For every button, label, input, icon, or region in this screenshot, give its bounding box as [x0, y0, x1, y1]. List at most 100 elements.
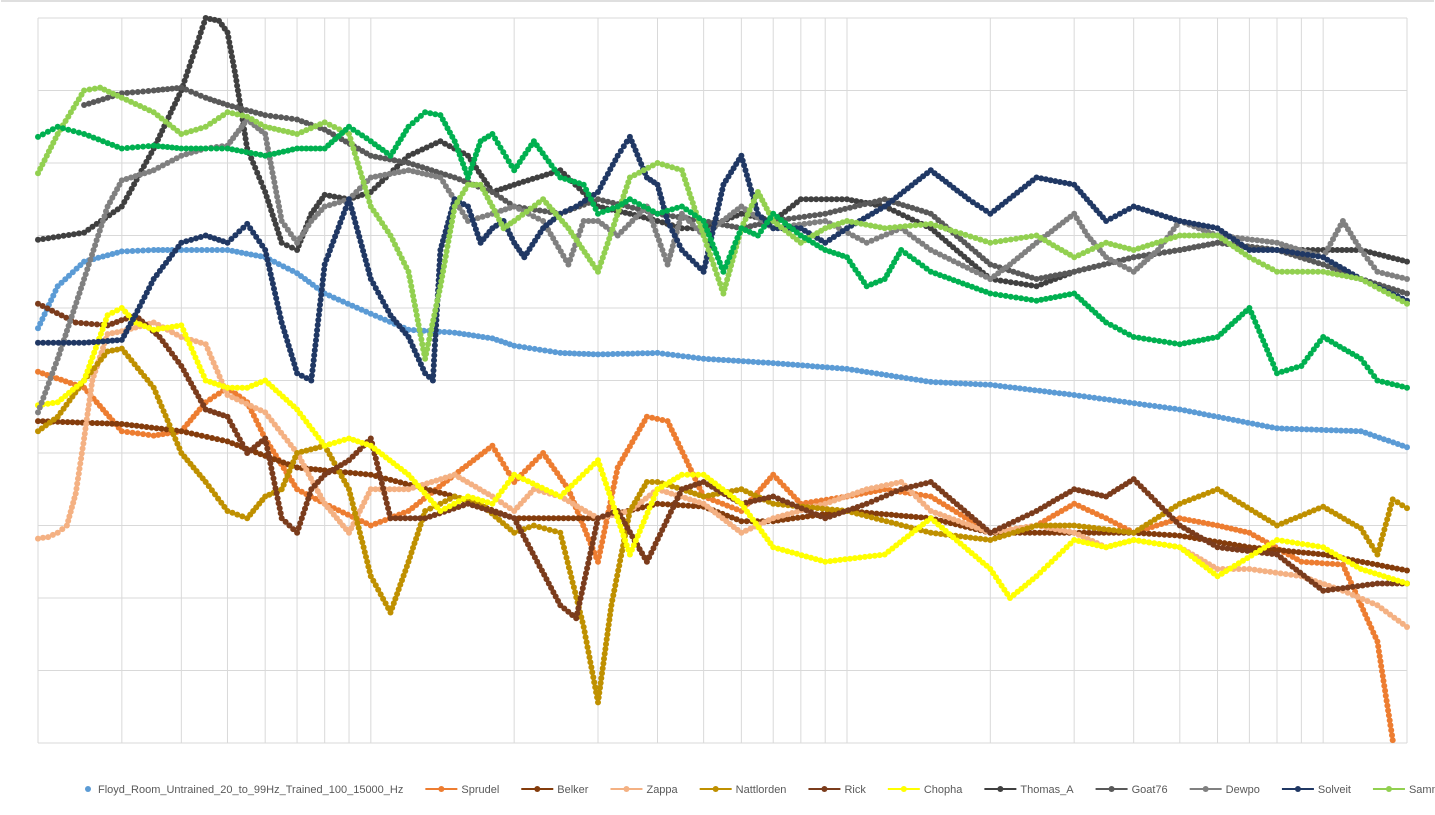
data-point — [164, 247, 171, 253]
data-point — [447, 473, 454, 480]
data-point — [501, 512, 508, 519]
data-point — [1364, 615, 1371, 622]
data-point — [1360, 606, 1367, 613]
data-point — [618, 552, 625, 559]
data-point — [1279, 247, 1286, 254]
data-point — [577, 595, 584, 602]
data-point — [1091, 529, 1097, 536]
data-point — [408, 549, 415, 556]
data-point — [500, 460, 507, 467]
data-point — [957, 380, 964, 387]
data-point — [840, 508, 847, 515]
data-point — [358, 306, 365, 313]
data-point — [603, 641, 609, 648]
data-point — [73, 485, 80, 492]
data-point — [118, 317, 125, 324]
data-point — [70, 128, 77, 135]
data-point — [426, 513, 433, 520]
data-point — [1091, 394, 1098, 401]
data-point — [845, 492, 852, 499]
data-point — [1320, 551, 1327, 558]
data-point — [1378, 663, 1385, 670]
data-point — [474, 503, 481, 510]
data-point — [298, 448, 305, 455]
data-point — [302, 505, 308, 512]
data-point — [205, 483, 212, 490]
data-point — [1240, 501, 1246, 508]
data-point — [606, 504, 613, 511]
data-point — [382, 316, 388, 323]
data-point — [310, 362, 317, 369]
data-point — [724, 502, 731, 509]
data-point — [689, 471, 696, 478]
data-point — [399, 577, 405, 584]
data-point — [392, 595, 399, 602]
data-point — [284, 472, 291, 479]
data-point — [172, 436, 179, 442]
legend-item: Floyd_Room_Untrained_20_to_99Hz_Trained_… — [85, 784, 403, 796]
data-point — [219, 247, 226, 253]
data-point — [570, 515, 577, 522]
data-point — [62, 378, 69, 385]
data-point — [972, 381, 979, 388]
data-point — [898, 486, 905, 493]
data-point — [654, 500, 661, 507]
data-point — [664, 351, 671, 358]
data-point — [1375, 546, 1382, 553]
data-point — [1298, 558, 1305, 565]
data-point — [1352, 428, 1359, 435]
data-point — [1319, 560, 1326, 567]
data-point — [516, 515, 523, 522]
data-point — [271, 456, 278, 463]
data-point — [813, 196, 820, 203]
data-point — [1171, 340, 1178, 347]
data-point — [317, 444, 324, 450]
data-point — [451, 329, 458, 336]
data-point — [793, 508, 800, 515]
legend-label: Sprudel — [461, 784, 499, 796]
data-point — [1248, 507, 1255, 513]
data-point — [868, 498, 875, 505]
data-point — [1171, 532, 1178, 539]
data-point — [1018, 280, 1025, 287]
data-point — [1161, 404, 1168, 411]
data-point — [878, 517, 885, 523]
data-point — [1146, 539, 1152, 546]
data-point — [917, 491, 924, 498]
data-point — [195, 393, 202, 400]
data-point — [873, 515, 880, 522]
data-point — [1404, 258, 1410, 265]
data-point — [817, 513, 824, 520]
data-point — [35, 236, 41, 243]
data-point — [1026, 386, 1033, 393]
data-point — [1389, 496, 1396, 503]
data-point — [546, 526, 553, 533]
data-point — [595, 558, 601, 565]
data-point — [1103, 515, 1110, 522]
data-point — [1391, 614, 1398, 621]
data-point — [987, 537, 994, 543]
data-point — [1200, 491, 1207, 498]
data-point — [858, 368, 865, 375]
data-point — [104, 252, 111, 259]
data-point — [367, 435, 374, 442]
data-point — [175, 358, 182, 365]
data-point — [289, 267, 296, 274]
data-point — [402, 568, 409, 574]
data-point — [214, 368, 221, 375]
data-point — [613, 577, 620, 584]
data-point — [1196, 410, 1203, 417]
data-point — [99, 420, 106, 427]
data-point — [243, 250, 250, 257]
data-point — [445, 238, 452, 245]
data-point — [150, 247, 157, 253]
data-point — [604, 631, 611, 638]
data-point — [1249, 420, 1256, 427]
data-point — [893, 488, 900, 495]
data-point — [394, 591, 401, 597]
data-point — [836, 495, 842, 502]
data-point — [124, 248, 131, 255]
data-point — [803, 507, 810, 514]
data-point — [1343, 570, 1350, 577]
data-point — [1299, 541, 1306, 547]
